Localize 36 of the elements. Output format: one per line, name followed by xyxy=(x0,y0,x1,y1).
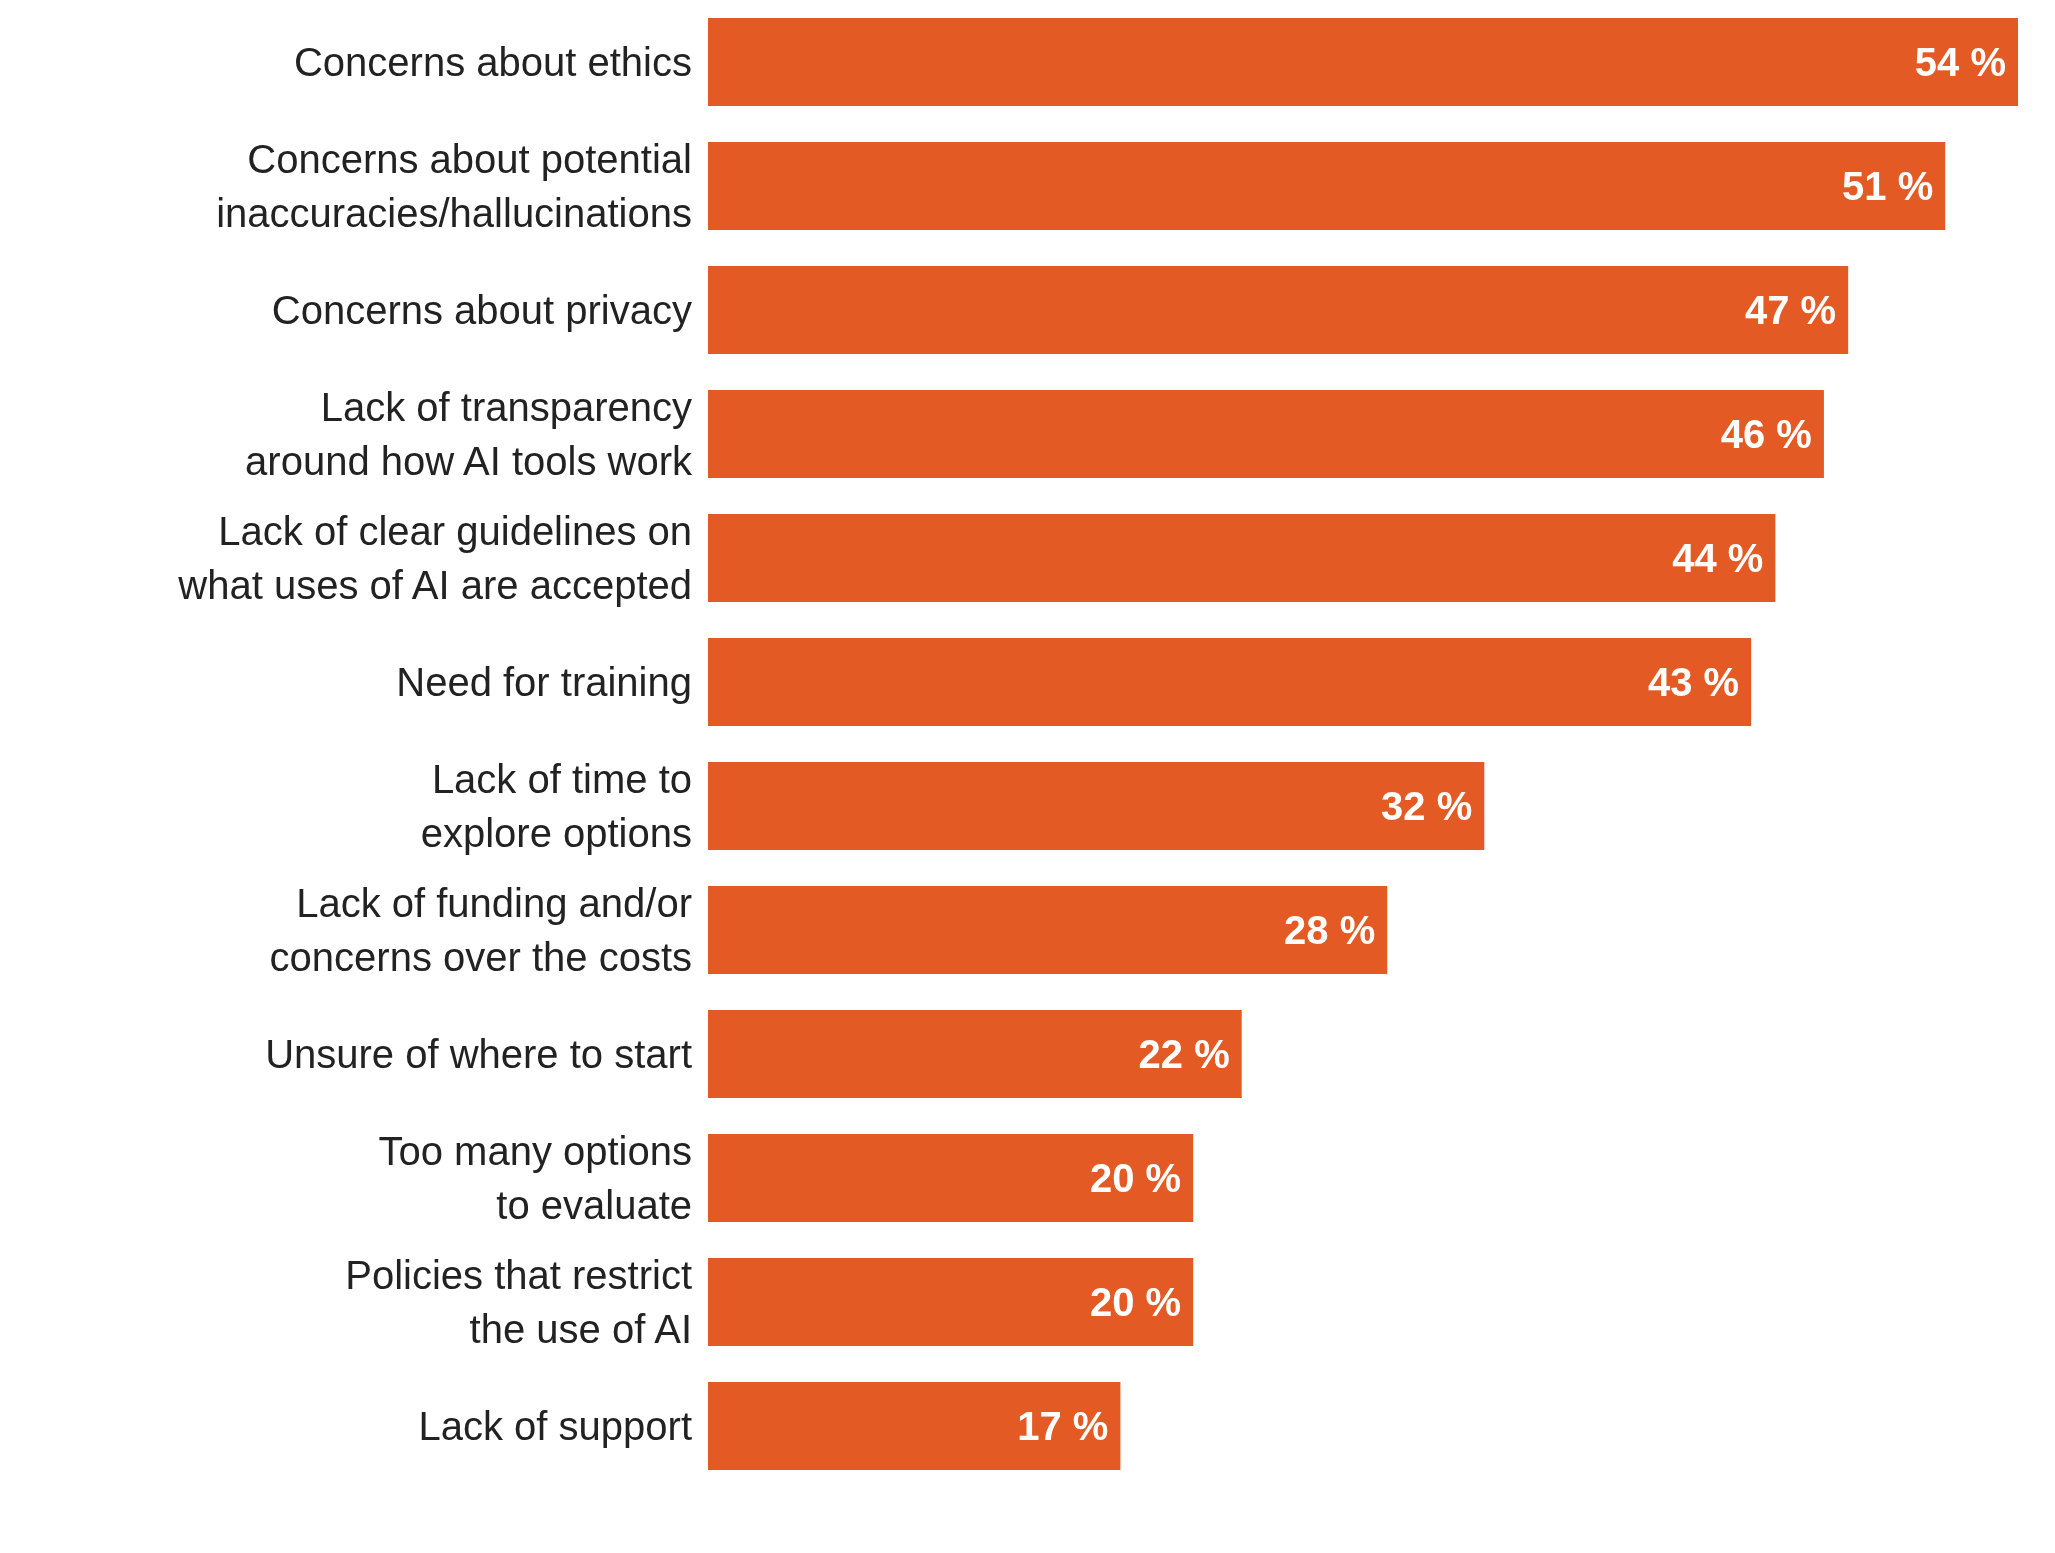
data-label: 28 % xyxy=(1284,908,1376,952)
bar xyxy=(708,514,1776,602)
y-tick-label: Concerns about privacy xyxy=(271,288,692,332)
bar xyxy=(708,886,1388,974)
data-label: 43 % xyxy=(1647,660,1740,704)
y-tick-label: Lack of clear guidelines on what uses of AI are accepted xyxy=(177,509,692,607)
y-tick-label: Policies that restrict the use of AI xyxy=(345,1253,692,1351)
y-tick-label: Need for training xyxy=(396,660,692,704)
bar xyxy=(708,390,1824,478)
y-tick-label: Concerns about ethics xyxy=(293,40,692,84)
bar xyxy=(708,266,1849,354)
data-label: 47 % xyxy=(1745,288,1837,332)
data-label: 32 % xyxy=(1381,784,1473,828)
bar xyxy=(708,762,1485,850)
y-tick-label: Unsure of where to start xyxy=(265,1032,692,1076)
y-tick-label: Too many options to evaluate xyxy=(378,1129,692,1227)
bar xyxy=(708,142,1946,230)
data-label: 20 % xyxy=(1090,1156,1182,1200)
data-label: 44 % xyxy=(1672,536,1764,580)
bar xyxy=(708,18,2018,106)
y-tick-label: Lack of support xyxy=(418,1404,692,1448)
data-label: 51 % xyxy=(1842,164,1934,208)
y-tick-label: Lack of transparency around how AI tools work xyxy=(245,385,693,483)
y-tick-label: Lack of time to explore options xyxy=(420,757,692,855)
y-tick-label: Concerns about potential inaccuracies/hallucinations xyxy=(216,137,692,235)
bar xyxy=(708,1134,1194,1222)
data-label: 20 % xyxy=(1090,1280,1182,1324)
data-label: 54 % xyxy=(1914,40,2006,84)
bar xyxy=(708,638,1752,726)
bar xyxy=(708,1382,1121,1470)
data-label: 46 % xyxy=(1720,412,1812,456)
bar xyxy=(708,1258,1194,1346)
data-label: 17 % xyxy=(1017,1404,1109,1448)
bar xyxy=(708,1010,1242,1098)
y-tick-label: Lack of funding and/or concerns over the costs xyxy=(269,881,692,979)
data-label: 22 % xyxy=(1138,1032,1230,1076)
